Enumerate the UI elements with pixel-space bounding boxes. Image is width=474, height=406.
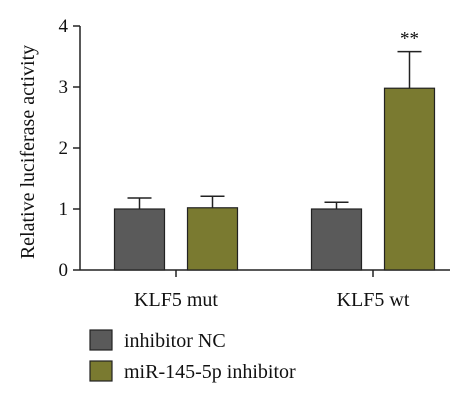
bar-inhibitor-nc bbox=[113, 208, 166, 271]
y-tick-label: 3 bbox=[59, 77, 69, 98]
legend-label: inhibitor NC bbox=[124, 330, 226, 352]
bar-inhibitor-nc bbox=[310, 208, 363, 271]
x-category-label: KLF5 wt bbox=[337, 289, 410, 311]
significance-label: ** bbox=[400, 29, 419, 50]
y-tick-label: 1 bbox=[59, 199, 69, 220]
legend-swatch bbox=[89, 329, 113, 351]
x-category-label: KLF5 mut bbox=[134, 289, 218, 311]
y-tick-label: 2 bbox=[59, 138, 69, 159]
bars bbox=[113, 50, 436, 271]
legend: inhibitor NC miR-145-5p inhibitor bbox=[89, 329, 296, 383]
y-tick-label: 0 bbox=[59, 260, 69, 281]
legend-swatch bbox=[89, 360, 113, 382]
labels: Relative luciferase activity KLF5 mut KLF5… bbox=[17, 29, 419, 311]
bar-mir-inhibitor bbox=[383, 87, 436, 271]
y-axis-label: Relative luciferase activity bbox=[17, 45, 39, 259]
legend-label: miR-145-5p inhibitor bbox=[124, 361, 296, 383]
y-tick-label: 4 bbox=[59, 16, 69, 37]
bar-mir-inhibitor bbox=[186, 207, 239, 271]
